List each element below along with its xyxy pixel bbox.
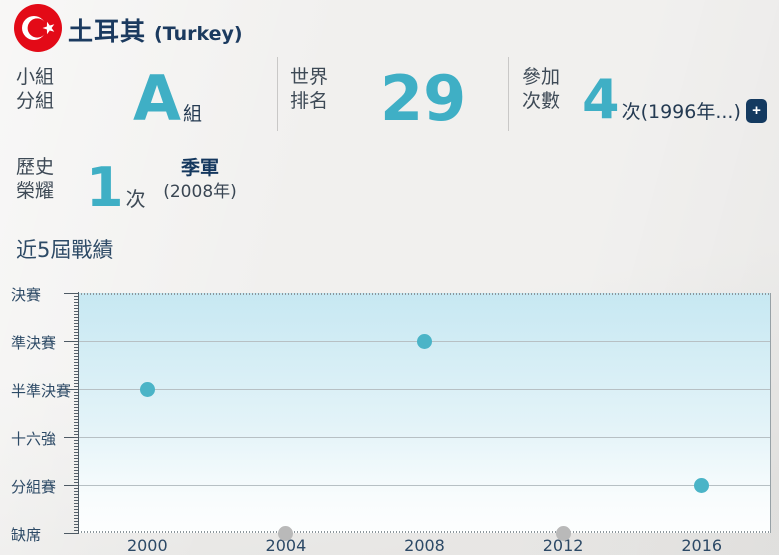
honor-award: 季軍 (2008年) <box>150 155 250 203</box>
data-point-2008 <box>417 333 432 349</box>
turkey-flag-icon <box>14 4 62 52</box>
page-title: 土耳其 (Turkey) <box>68 12 243 48</box>
y-axis-ruler <box>74 293 78 534</box>
participations-number: 4 <box>582 68 620 131</box>
x-axis-label: 2000 <box>126 536 168 555</box>
y-axis-tick <box>64 293 78 294</box>
y-axis-label: 十六強 <box>11 430 57 448</box>
x-axis-label: 2016 <box>681 536 723 555</box>
group-suffix: 組 <box>182 103 202 125</box>
honor-value: 1 次 <box>86 156 146 219</box>
section-title: 近5屆戰績 <box>16 238 114 262</box>
y-axis-label: 半準決賽 <box>11 382 72 400</box>
divider <box>277 57 278 131</box>
y-axis-line <box>78 292 79 534</box>
y-axis-label: 準決賽 <box>11 334 57 352</box>
y-axis-tick <box>64 533 78 534</box>
country-name-en: (Turkey) <box>154 23 243 45</box>
gridline <box>78 485 770 486</box>
participations-label: 參加 次數 <box>522 66 561 112</box>
x-axis-label: 2008 <box>404 536 445 555</box>
data-point-2016 <box>694 477 710 493</box>
honor-count: 1 <box>86 156 124 219</box>
y-axis-tick <box>64 485 78 486</box>
ranking-number: 29 <box>380 62 467 135</box>
ranking-label: 世界 排名 <box>290 66 329 112</box>
group-value: A 組 <box>133 62 202 135</box>
gridline <box>78 437 770 438</box>
expand-participations-button[interactable]: + <box>746 99 767 123</box>
gridline <box>78 389 770 390</box>
ranking-value: 29 <box>380 62 466 135</box>
group-label: 小組 分組 <box>16 66 55 112</box>
y-axis-tick <box>64 437 78 438</box>
x-axis-label: 2012 <box>542 536 584 555</box>
honor-suffix: 次 <box>125 187 146 211</box>
divider <box>508 57 509 131</box>
y-axis-tick <box>64 389 78 390</box>
award-year: (2008年) <box>163 182 237 202</box>
x-axis-label: 2004 <box>265 536 307 555</box>
data-point-2004 <box>278 525 294 541</box>
participations-suffix: 次(1996年...) <box>621 101 741 123</box>
y-axis-label: 決賽 <box>11 286 42 304</box>
data-point-2000 <box>139 381 155 397</box>
data-point-2012 <box>555 525 571 541</box>
honor-label: 歷史 榮耀 <box>16 156 55 202</box>
chart-plot-area <box>78 293 771 533</box>
country-name-zh: 土耳其 <box>68 17 147 46</box>
y-axis-label: 分組賽 <box>11 478 57 496</box>
group-letter: A <box>133 62 181 135</box>
y-axis-tick <box>64 341 78 342</box>
participations-value: 4 次(1996年...) <box>582 68 741 131</box>
y-axis-label: 缺席 <box>11 526 42 544</box>
award-title: 季軍 <box>180 157 219 179</box>
